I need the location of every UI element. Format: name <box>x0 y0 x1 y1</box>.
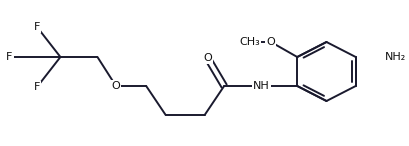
Text: CH₃: CH₃ <box>239 37 260 47</box>
Text: NH₂: NH₂ <box>385 52 406 62</box>
Text: F: F <box>6 52 13 62</box>
Text: O: O <box>112 81 120 91</box>
Text: O: O <box>203 53 212 63</box>
Text: F: F <box>34 22 40 32</box>
Text: NH: NH <box>253 81 270 91</box>
Text: O: O <box>267 37 275 47</box>
Text: F: F <box>34 82 40 92</box>
